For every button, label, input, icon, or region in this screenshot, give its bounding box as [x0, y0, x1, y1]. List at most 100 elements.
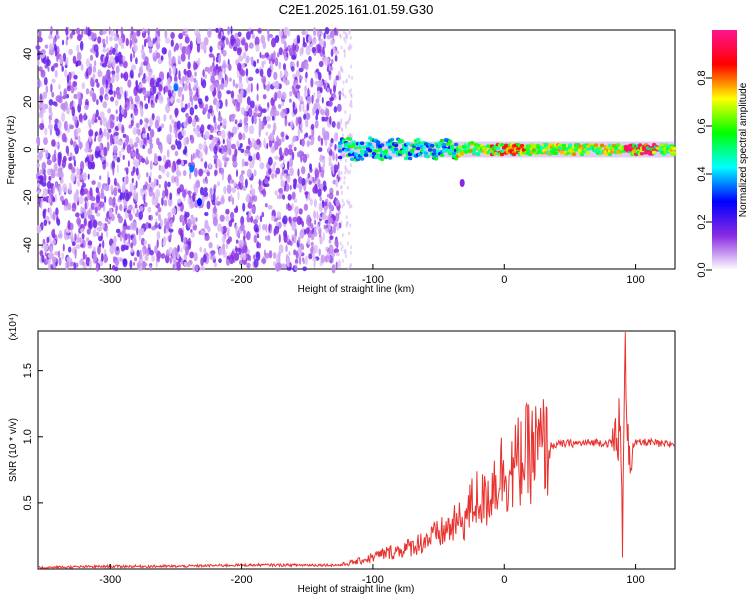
noise-speckle: [297, 116, 302, 125]
noise-speckle: [209, 125, 214, 134]
noise-speckle: [119, 204, 123, 211]
noise-speckle: [136, 249, 140, 257]
noise-speckle: [61, 65, 64, 72]
noise-speckle: [96, 231, 100, 237]
noise-speckle: [295, 70, 301, 78]
noise-speckle: [279, 70, 283, 80]
noise-speckle: [182, 220, 185, 227]
noise-speckle: [276, 135, 279, 143]
noise-speckle: [119, 234, 123, 242]
noise-speckle: [167, 97, 170, 108]
noise-speckle: [274, 110, 280, 117]
noise-speckle: [120, 26, 124, 36]
noise-speckle: [73, 74, 78, 80]
noise-speckle: [190, 231, 195, 238]
noise-speckle: [46, 159, 52, 166]
noise-speckle: [222, 138, 225, 145]
noise-speckle: [320, 108, 325, 116]
noise-speckle: [144, 123, 149, 129]
noise-speckle: [289, 98, 292, 103]
noise-speckle: [184, 211, 190, 218]
noise-speckle: [101, 63, 107, 68]
noise-speckle: [87, 148, 93, 153]
noise-speckle: [267, 123, 271, 129]
noise-speckle: [183, 137, 187, 147]
noise-speckle: [345, 78, 348, 83]
noise-speckle: [192, 264, 196, 272]
noise-speckle: [174, 131, 178, 139]
noise-speckle: [214, 120, 217, 130]
noise-speckle: [264, 52, 270, 58]
noise-speckle: [230, 90, 235, 99]
noise-speckle: [157, 155, 162, 161]
noise-speckle: [115, 56, 120, 63]
signal-halo: [388, 141, 391, 158]
noise-speckle: [209, 143, 213, 150]
noise-speckle: [180, 258, 184, 265]
noise-speckle: [221, 172, 224, 181]
noise-speckle: [256, 151, 260, 161]
noise-speckle: [102, 239, 105, 249]
noise-speckle: [279, 155, 284, 161]
signal-halo: [382, 141, 385, 158]
noise-speckle: [113, 187, 118, 197]
noise-speckle: [293, 146, 297, 152]
noise-speckle: [126, 144, 132, 154]
noise-speckle: [58, 257, 62, 266]
noise-speckle: [176, 159, 182, 165]
noise-speckle: [341, 87, 344, 92]
noise-speckle: [243, 235, 246, 242]
noise-speckle: [283, 233, 288, 243]
noise-speckle: [200, 41, 206, 50]
noise-speckle: [122, 55, 126, 63]
noise-speckle: [122, 60, 128, 69]
noise-speckle: [285, 203, 288, 210]
noise-speckle: [129, 101, 135, 111]
y-tick-label: 0.5: [22, 495, 34, 510]
noise-speckle: [176, 140, 182, 150]
noise-speckle: [211, 199, 216, 206]
noise-speckle: [221, 129, 226, 140]
noise-speckle: [80, 160, 85, 171]
noise-speckle: [50, 245, 53, 256]
noise-speckle: [276, 253, 279, 263]
noise-speckle: [292, 216, 298, 223]
noise-speckle: [350, 104, 353, 109]
noise-speckle: [37, 189, 41, 195]
noise-speckle: [172, 91, 177, 97]
noise-speckle: [321, 169, 324, 179]
noise-speckle: [163, 224, 166, 234]
noise-speckle: [318, 248, 322, 256]
signal-cell: [363, 153, 369, 157]
noise-speckle: [270, 173, 275, 179]
noise-speckle: [303, 133, 306, 140]
noise-speckle: [338, 95, 341, 101]
noise-speckle: [242, 253, 247, 261]
noise-speckle: [204, 211, 209, 217]
noise-speckle: [116, 246, 119, 251]
noise-speckle: [92, 65, 97, 73]
noise-speckle: [195, 264, 199, 272]
noise-speckle: [125, 38, 129, 47]
noise-speckle: [167, 235, 170, 242]
noise-speckle: [222, 59, 227, 69]
noise-speckle: [120, 244, 125, 252]
noise-speckle: [133, 261, 136, 266]
noise-speckle: [70, 84, 75, 94]
noise-speckle: [70, 230, 73, 238]
noise-speckle: [69, 124, 75, 130]
noise-speckle: [61, 252, 64, 260]
noise-speckle: [71, 167, 76, 174]
noise-speckle: [75, 212, 80, 218]
noise-speckle: [347, 46, 350, 51]
noise-speckle: [213, 184, 217, 189]
noise-speckle: [176, 198, 182, 204]
noise-speckle: [341, 204, 344, 209]
signal-cell: [639, 151, 645, 156]
heatmap-feature: [197, 198, 202, 207]
noise-speckle: [243, 161, 249, 167]
noise-speckle: [208, 162, 212, 169]
noise-speckle: [187, 190, 192, 195]
noise-speckle: [289, 241, 293, 246]
noise-speckle: [164, 29, 168, 39]
